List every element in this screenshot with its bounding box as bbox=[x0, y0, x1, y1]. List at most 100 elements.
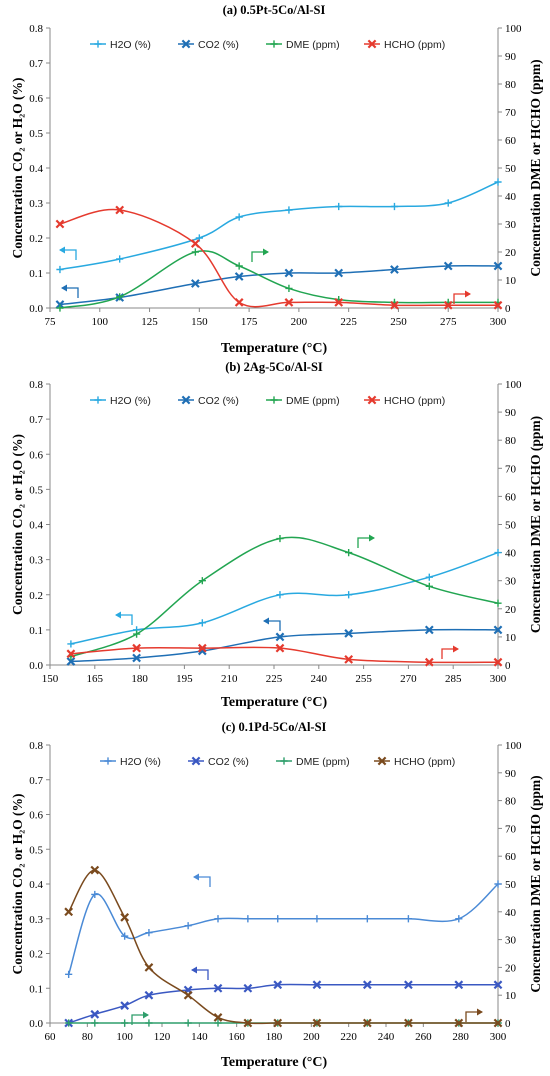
legend-entry: H2O (%) bbox=[100, 756, 161, 768]
legend-marker bbox=[94, 396, 102, 404]
legend-label: CO2 (%) bbox=[198, 39, 239, 51]
axis-indicator-arrow bbox=[441, 645, 459, 659]
x-tick-label: 280 bbox=[452, 1031, 469, 1043]
data-point bbox=[184, 1019, 192, 1027]
series-line bbox=[59, 208, 498, 308]
y-left-tick-label: 0.7 bbox=[29, 414, 43, 426]
x-tick-label: 100 bbox=[92, 316, 109, 328]
legend-label: H2O (%) bbox=[110, 395, 151, 407]
x-axis-label: Temperature (°C) bbox=[221, 1055, 328, 1070]
data-point bbox=[66, 657, 76, 666]
data-point bbox=[234, 298, 244, 307]
x-tick-label: 180 bbox=[266, 1031, 283, 1043]
y-left-tick-label: 0.8 bbox=[29, 379, 43, 391]
data-point bbox=[493, 300, 503, 310]
series-line bbox=[68, 869, 498, 1025]
data-point bbox=[243, 1018, 253, 1028]
data-point bbox=[455, 915, 463, 923]
y-left-tick-label: 0.4 bbox=[29, 520, 43, 532]
x-axis-label: Temperature (°C) bbox=[221, 341, 328, 356]
data-point bbox=[64, 907, 74, 917]
legend-label: DME (ppm) bbox=[286, 395, 340, 407]
data-point bbox=[120, 1001, 130, 1010]
data-point bbox=[235, 262, 243, 270]
x-tick-label: 80 bbox=[82, 1031, 94, 1043]
data-point bbox=[312, 1018, 322, 1028]
axis-indicator-arrow bbox=[263, 617, 281, 631]
data-point bbox=[274, 915, 282, 923]
data-point bbox=[234, 272, 244, 281]
y-left-tick-label: 0.7 bbox=[29, 775, 43, 787]
y-axis-label-left: Concentration CO₂ or H₂O (%) bbox=[10, 434, 25, 615]
x-tick-label: 255 bbox=[355, 673, 372, 685]
y-right-tick-label: 10 bbox=[505, 990, 517, 1002]
data-point bbox=[65, 1019, 73, 1027]
data-point bbox=[145, 929, 153, 937]
y-axis-label-right: Concentration DME or HCHO (ppm) bbox=[528, 775, 543, 992]
data-point bbox=[121, 932, 129, 940]
data-point bbox=[424, 657, 434, 667]
data-point bbox=[115, 205, 125, 215]
x-tick-label: 300 bbox=[490, 316, 507, 328]
x-tick-label: 100 bbox=[116, 1031, 133, 1043]
chart-panel-1: (a) 0.5Pt-5Co/Al-SI 0.0 0.1 0.2 0.3 0.4 0.5 0.6… bbox=[10, 3, 543, 356]
data-point bbox=[244, 915, 252, 923]
y-left-tick-label: 0.1 bbox=[29, 268, 43, 280]
y-left-tick-label: 0.6 bbox=[29, 93, 43, 105]
x-tick-label: 160 bbox=[228, 1031, 245, 1043]
data-point bbox=[494, 599, 502, 607]
chart-panel-2: (b) 2Ag-5Co/Al-SI 0.0 0.1 0.2 0.3 0.4 0.5 0.6 0.… bbox=[10, 360, 543, 710]
legend-label: HCHO (ppm) bbox=[384, 395, 445, 407]
data-point bbox=[425, 582, 433, 590]
data-point bbox=[493, 1018, 503, 1028]
y-right-tick-label: 70 bbox=[505, 823, 517, 835]
axis-indicator-arrow bbox=[453, 290, 471, 304]
y-right-tick-label: 20 bbox=[505, 247, 517, 259]
series-line bbox=[70, 536, 499, 658]
y-right-tick-label: 50 bbox=[505, 879, 517, 891]
data-point bbox=[214, 1019, 222, 1027]
y-right-tick-label: 100 bbox=[505, 379, 522, 391]
y-left-tick-label: 0.6 bbox=[29, 810, 43, 822]
data-point bbox=[443, 300, 453, 310]
data-point bbox=[144, 990, 154, 1000]
data-point bbox=[390, 265, 399, 274]
y-right-tick-label: 90 bbox=[505, 51, 517, 63]
y-left-tick-label: 0.3 bbox=[29, 198, 43, 210]
y-right-tick-label: 70 bbox=[505, 463, 517, 475]
data-point bbox=[493, 980, 503, 990]
series-line bbox=[68, 983, 498, 1024]
data-point bbox=[66, 649, 76, 659]
data-point bbox=[90, 1009, 100, 1019]
y-right-tick-label: 50 bbox=[505, 163, 517, 175]
legend-entry: HCHO (ppm) bbox=[374, 756, 455, 768]
axis-indicator-arrow bbox=[251, 248, 269, 262]
data-point bbox=[91, 890, 99, 899]
y-left-tick-label: 0.0 bbox=[29, 660, 43, 672]
x-tick-label: 165 bbox=[87, 673, 104, 685]
series-h2o bbox=[56, 178, 502, 274]
y-right-tick-label: 90 bbox=[505, 768, 517, 780]
data-point bbox=[190, 239, 200, 248]
y-left-tick-label: 0.5 bbox=[29, 128, 43, 140]
y-axis-label-left: Concentration CO₂ or H₂O (%) bbox=[10, 77, 25, 258]
y-right-tick-label: 70 bbox=[505, 107, 517, 119]
axis-indicator-arrow bbox=[59, 246, 77, 260]
series-co2 bbox=[66, 625, 503, 666]
data-point bbox=[344, 629, 354, 638]
legend-label: H2O (%) bbox=[110, 39, 151, 51]
x-tick-label: 125 bbox=[141, 316, 158, 328]
data-point bbox=[425, 573, 433, 581]
data-point bbox=[284, 268, 294, 278]
legend-label: H2O (%) bbox=[120, 756, 161, 768]
y-right-tick-label: 0 bbox=[505, 303, 511, 315]
legend-marker bbox=[377, 756, 387, 766]
y-left-tick-label: 0.4 bbox=[29, 879, 43, 891]
data-point bbox=[494, 880, 502, 888]
data-point bbox=[404, 1018, 413, 1028]
x-axis-label: Temperature (°C) bbox=[221, 695, 328, 710]
legend-marker bbox=[104, 757, 112, 765]
data-point bbox=[145, 1019, 153, 1027]
y-left-tick-label: 0.7 bbox=[29, 58, 43, 70]
axis-indicator-arrow bbox=[465, 1008, 483, 1022]
